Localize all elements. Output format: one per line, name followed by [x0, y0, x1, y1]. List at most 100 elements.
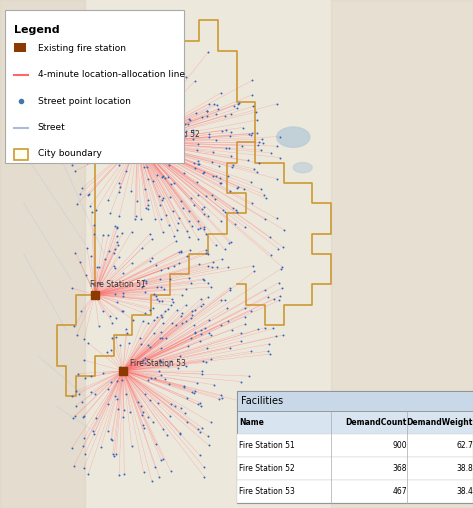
- Text: Street point location: Street point location: [38, 97, 131, 106]
- Point: [132, 211, 140, 219]
- Point: [112, 450, 120, 458]
- Point: [216, 395, 223, 403]
- Point: [170, 138, 178, 146]
- Point: [115, 212, 123, 220]
- Point: [120, 405, 128, 414]
- Point: [117, 102, 124, 110]
- Point: [248, 130, 256, 138]
- Point: [145, 53, 153, 61]
- Point: [218, 255, 226, 263]
- Point: [204, 262, 211, 270]
- Point: [151, 463, 159, 471]
- Point: [144, 376, 152, 384]
- Point: [267, 251, 275, 259]
- Point: [125, 339, 133, 347]
- Point: [208, 158, 216, 166]
- Point: [188, 334, 195, 342]
- Point: [119, 289, 126, 297]
- Point: [180, 169, 188, 177]
- Point: [99, 127, 106, 135]
- Point: [160, 285, 168, 293]
- Point: [81, 75, 89, 83]
- Point: [200, 210, 207, 218]
- Point: [80, 412, 88, 421]
- Point: [201, 225, 208, 233]
- Point: [187, 313, 194, 322]
- Point: [195, 161, 203, 169]
- Point: [99, 81, 106, 89]
- Point: [272, 332, 280, 340]
- Point: [141, 354, 149, 362]
- Point: [204, 48, 212, 56]
- Point: [192, 328, 199, 336]
- Point: [193, 178, 201, 186]
- Point: [237, 329, 245, 337]
- Text: DemandCount: DemandCount: [345, 419, 407, 427]
- Point: [259, 135, 266, 143]
- Point: [227, 128, 235, 136]
- Point: [140, 288, 148, 296]
- Point: [159, 153, 166, 162]
- Point: [189, 135, 197, 143]
- Point: [142, 128, 150, 136]
- Point: [158, 196, 166, 204]
- Point: [234, 100, 242, 108]
- Point: [114, 377, 121, 385]
- Point: [116, 341, 124, 350]
- Point: [100, 369, 107, 377]
- Point: [139, 317, 147, 325]
- Point: [146, 230, 154, 238]
- Point: [280, 331, 287, 339]
- Point: [207, 331, 214, 339]
- Point: [112, 333, 119, 341]
- Point: [195, 216, 202, 225]
- Point: [155, 130, 162, 138]
- Point: [79, 441, 87, 450]
- Point: [110, 262, 117, 270]
- Point: [166, 116, 173, 124]
- Point: [175, 248, 183, 257]
- Point: [177, 312, 184, 320]
- Point: [202, 192, 210, 200]
- Point: [158, 312, 166, 321]
- Point: [224, 304, 231, 312]
- Point: [113, 100, 121, 108]
- Point: [157, 311, 165, 320]
- Point: [103, 77, 110, 85]
- Point: [258, 146, 265, 154]
- Point: [273, 100, 280, 108]
- Point: [89, 279, 97, 288]
- Point: [157, 344, 165, 352]
- Point: [82, 271, 90, 279]
- Point: [174, 219, 182, 228]
- Point: [144, 163, 151, 171]
- Point: [189, 129, 196, 137]
- Point: [141, 390, 149, 398]
- FancyBboxPatch shape: [5, 10, 184, 163]
- Point: [202, 358, 210, 366]
- Point: [163, 106, 170, 114]
- Point: [178, 80, 185, 88]
- Point: [222, 126, 230, 134]
- Point: [226, 344, 234, 352]
- Point: [196, 428, 203, 436]
- Point: [160, 132, 168, 140]
- Text: 368: 368: [392, 464, 407, 473]
- Point: [127, 89, 135, 98]
- Point: [233, 104, 240, 112]
- Point: [185, 207, 193, 215]
- Point: [138, 156, 145, 164]
- Point: [113, 298, 121, 306]
- Point: [212, 172, 219, 180]
- Point: [165, 379, 173, 388]
- Point: [74, 200, 81, 208]
- Point: [116, 183, 123, 192]
- Point: [108, 155, 116, 164]
- Point: [237, 337, 245, 345]
- Point: [218, 394, 226, 402]
- Point: [140, 156, 147, 165]
- Point: [211, 195, 219, 203]
- Point: [137, 334, 144, 342]
- Point: [205, 212, 212, 220]
- Point: [104, 400, 111, 408]
